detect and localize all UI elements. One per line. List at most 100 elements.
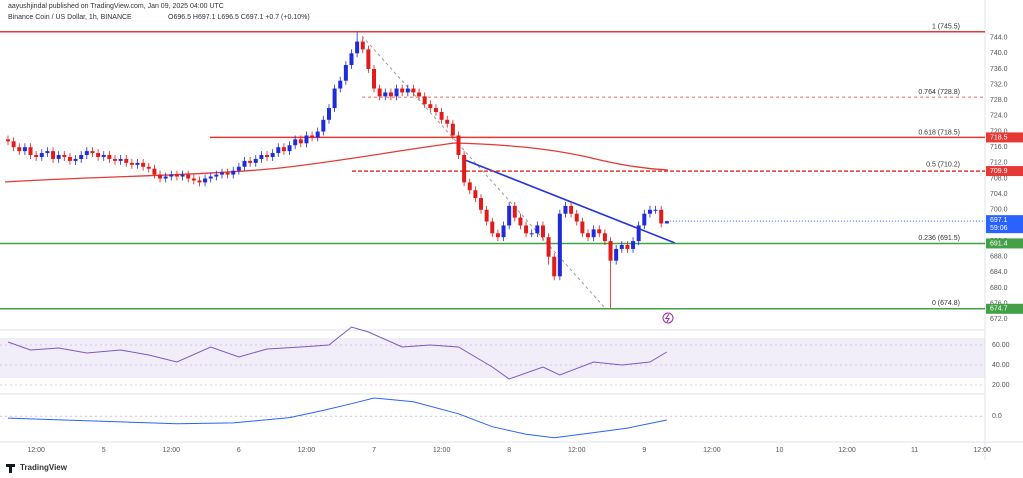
candle-body [315,131,320,138]
y-tick-label: 728.0 [990,97,1008,104]
candle-body [101,155,106,157]
y-tick-label: 736.0 [990,66,1008,73]
candle-body [180,174,185,177]
candle-body [45,151,50,154]
candle-body [518,217,523,226]
candle-body [219,172,224,175]
fib-label: 0.764 (728.8) [918,89,960,96]
candle-body [349,53,354,66]
candle-body [276,147,281,154]
candle-body [5,139,10,142]
candle-body [405,88,410,93]
candle-body [602,233,607,242]
price-box [986,166,1023,177]
candle-body [107,155,112,159]
candle-body [96,153,101,157]
candle-body [236,166,241,171]
y-tick-label: 716.0 [990,144,1008,151]
candle-body [343,65,348,81]
candle-body [456,135,461,156]
candle-body [265,155,270,157]
candle-body [535,225,540,234]
candle-body [625,245,630,249]
current-price: 697.1 [990,217,1008,224]
y-tick-label: 744.0 [990,34,1008,41]
candle-body [647,209,652,214]
candle-body [586,233,591,238]
candle-body [186,174,191,179]
ohlc: O696.5 H697.1 L696.5 C697.1 +0.7 (+0.10%… [168,14,310,21]
candle-body [439,111,444,120]
candle-body [417,92,422,97]
price-box-label: 709.9 [990,168,1008,175]
event-icon [662,312,674,324]
candle-body [124,158,129,163]
candle-body [208,176,213,179]
fib-label: 0 (674.8) [932,300,960,307]
countdown: 59:06 [990,225,1008,232]
candle-body [591,229,596,238]
y-tick-label: 732.0 [990,81,1008,88]
candle-body [79,155,84,159]
candle-body [135,162,140,165]
candle-body [428,104,433,109]
x-tick-label: 5 [102,447,106,454]
candle-body [462,155,467,183]
x-tick-label: 12:00 [433,447,451,454]
y-tick-label: 40.00 [992,362,1010,369]
candle-body [574,213,579,222]
rsi-line [7,326,668,380]
candle-body [174,174,179,177]
candle-body [39,153,44,157]
symbol: Binance Coin / US Dollar, 1h, BINANCE [8,14,132,21]
candle-body [445,119,450,124]
y-tick-label: 700.0 [990,207,1008,214]
x-tick-label: 7 [372,447,376,454]
price-box [986,132,1023,143]
macd-line [7,397,667,439]
y-tick-label: 712.0 [990,160,1008,167]
candle-body [388,92,393,97]
y-tick-label: 20.00 [992,382,1010,389]
candle-body [422,96,427,105]
candle-body [11,141,16,148]
candle-body [67,156,72,161]
candle-body [298,139,303,144]
candle-body [231,170,236,175]
candle-body [507,205,512,226]
candle-body [28,147,33,156]
price-box-label: 718.5 [990,134,1008,141]
candle-body [597,229,602,234]
fib-label: 0.618 (718.5) [918,129,960,136]
x-tick-label: 12:00 [27,447,45,454]
x-tick-label: 6 [237,447,241,454]
candle-body [34,155,39,157]
candle-body [557,213,562,277]
candle-body [17,147,22,152]
candle-body [512,205,517,218]
candle-body [129,162,134,165]
candle-body [90,151,95,154]
candle-body [281,147,286,152]
candle-body [636,225,641,242]
candle-body [56,155,61,159]
candle-body [326,108,331,120]
brand-logo [6,464,15,473]
fib-label: 0.236 (691.5) [918,235,960,242]
candle-body [608,241,613,261]
candle-body [664,221,669,224]
candle-body [22,147,27,152]
y-tick-label: 720.0 [990,128,1008,135]
candle-body [242,160,247,167]
y-tick-label: 704.0 [990,191,1008,198]
fib-label: 0.5 (710.2) [926,162,960,169]
event-icon [665,313,670,323]
x-tick-label: 8 [507,447,511,454]
candle-body [248,160,253,163]
candle-body [580,221,585,234]
candle-body [287,145,292,152]
candle-body [270,153,275,157]
candle-body [642,213,647,226]
candle-body [411,88,416,93]
y-tick-label: 0.0 [992,413,1002,420]
